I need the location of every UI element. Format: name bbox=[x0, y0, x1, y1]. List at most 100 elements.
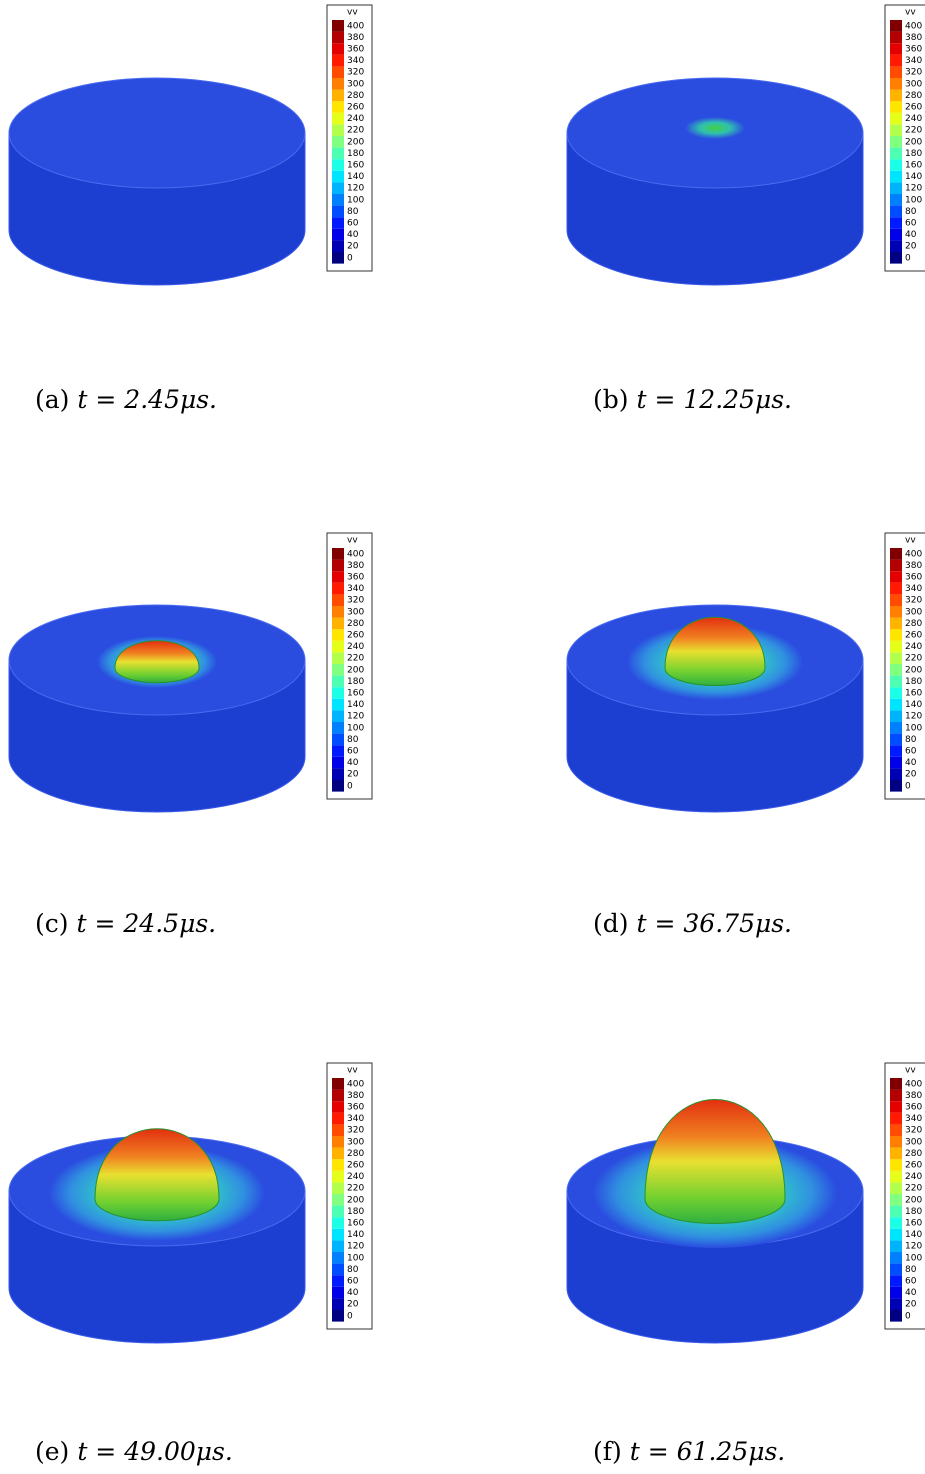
colorbar-title: vv bbox=[347, 8, 358, 18]
colorbar: vv02040608010012014016018020022024026028… bbox=[885, 1063, 925, 1329]
colorbar-swatch bbox=[890, 1090, 902, 1102]
colorbar-tick-label: 0 bbox=[347, 253, 353, 263]
colorbar-swatch bbox=[890, 664, 902, 676]
caption-expr: t = 36.75μs. bbox=[637, 909, 792, 938]
colorbar-tick-label: 20 bbox=[347, 242, 359, 252]
colorbar-swatch bbox=[332, 1298, 344, 1310]
colorbar-tick-label: 220 bbox=[347, 126, 364, 136]
colorbar-tick-label: 140 bbox=[905, 700, 922, 710]
panel: vv02040608010012014016018020022024026028… bbox=[567, 5, 925, 414]
colorbar-tick-label: 40 bbox=[347, 230, 359, 240]
colorbar-swatch bbox=[890, 1252, 902, 1264]
colorbar-swatch bbox=[890, 1148, 902, 1160]
colorbar-swatch bbox=[332, 618, 344, 630]
colorbar-swatch bbox=[332, 194, 344, 206]
colorbar-swatch bbox=[890, 1078, 902, 1090]
colorbar-tick-label: 260 bbox=[905, 103, 922, 113]
colorbar-tick-label: 280 bbox=[347, 619, 364, 629]
colorbar-swatch bbox=[332, 1264, 344, 1276]
colorbar-tick-label: 340 bbox=[347, 1114, 364, 1124]
colorbar-tick-label: 120 bbox=[347, 1242, 364, 1252]
colorbar-tick-label: 200 bbox=[905, 137, 922, 147]
colorbar-tick-label: 100 bbox=[347, 195, 364, 205]
colorbar-swatch bbox=[332, 1136, 344, 1148]
colorbar-swatch bbox=[890, 583, 902, 595]
colorbar-swatch bbox=[890, 652, 902, 664]
caption-label: (e) bbox=[35, 1437, 69, 1466]
colorbar-tick-label: 80 bbox=[347, 1265, 359, 1275]
colorbar-swatch bbox=[890, 159, 902, 171]
colorbar-swatch bbox=[332, 699, 344, 711]
colorbar-tick-label: 340 bbox=[347, 56, 364, 66]
colorbar-tick-label: 100 bbox=[347, 1253, 364, 1263]
colorbar-tick-label: 160 bbox=[905, 161, 922, 171]
colorbar-swatch bbox=[332, 32, 344, 44]
colorbar-swatch bbox=[890, 1264, 902, 1276]
colorbar-tick-label: 320 bbox=[905, 596, 922, 606]
colorbar-swatch bbox=[890, 606, 902, 618]
colorbar-swatch bbox=[332, 20, 344, 32]
colorbar-tick-label: 180 bbox=[905, 1207, 922, 1217]
colorbar-tick-label: 100 bbox=[347, 723, 364, 733]
colorbar-tick-label: 60 bbox=[347, 219, 359, 229]
colorbar-tick-label: 380 bbox=[905, 33, 922, 43]
colorbar-swatch bbox=[332, 687, 344, 699]
colorbar-tick-label: 180 bbox=[905, 149, 922, 159]
colorbar-tick-label: 220 bbox=[905, 126, 922, 136]
colorbar-tick-label: 360 bbox=[905, 573, 922, 583]
colorbar-swatch bbox=[332, 252, 344, 264]
colorbar-tick-label: 0 bbox=[905, 253, 911, 263]
colorbar-swatch bbox=[890, 1217, 902, 1229]
colorbar-tick-label: 80 bbox=[905, 735, 917, 745]
colorbar-tick-label: 280 bbox=[347, 1149, 364, 1159]
caption-expr: t = 12.25μs. bbox=[637, 385, 792, 414]
colorbar-tick-label: 340 bbox=[905, 584, 922, 594]
colorbar-swatch bbox=[332, 641, 344, 653]
colorbar-tick-label: 200 bbox=[347, 137, 364, 147]
colorbar-swatch bbox=[890, 710, 902, 722]
colorbar-tick-label: 0 bbox=[905, 781, 911, 791]
caption-label: (a) bbox=[35, 385, 69, 414]
colorbar-swatch bbox=[332, 629, 344, 641]
caption-expr: t = 24.5μs. bbox=[77, 909, 217, 938]
colorbar-swatch bbox=[332, 583, 344, 595]
colorbar-tick-label: 80 bbox=[347, 207, 359, 217]
colorbar-swatch bbox=[332, 1159, 344, 1171]
colorbar-swatch bbox=[332, 43, 344, 55]
colorbar-tick-label: 160 bbox=[347, 161, 364, 171]
colorbar-tick-label: 220 bbox=[905, 1184, 922, 1194]
colorbar-swatch bbox=[332, 1124, 344, 1136]
colorbar-swatch bbox=[332, 734, 344, 746]
colorbar-tick-label: 60 bbox=[347, 747, 359, 757]
colorbar-swatch bbox=[332, 1275, 344, 1287]
colorbar-tick-label: 120 bbox=[905, 712, 922, 722]
colorbar-tick-label: 300 bbox=[347, 1137, 364, 1147]
colorbar-tick-label: 400 bbox=[905, 549, 922, 559]
colorbar-swatch bbox=[332, 229, 344, 241]
colorbar-tick-label: 60 bbox=[905, 1277, 917, 1287]
colorbar-swatch bbox=[890, 1298, 902, 1310]
colorbar-tick-label: 60 bbox=[905, 747, 917, 757]
colorbar-swatch bbox=[890, 618, 902, 630]
colorbar-swatch bbox=[890, 745, 902, 757]
colorbar-tick-label: 240 bbox=[905, 1172, 922, 1182]
colorbar-swatch bbox=[890, 43, 902, 55]
colorbar-swatch bbox=[890, 66, 902, 78]
caption-label: (b) bbox=[593, 385, 629, 414]
colorbar-swatch bbox=[332, 768, 344, 780]
colorbar-title: vv bbox=[905, 536, 916, 546]
colorbar-swatch bbox=[890, 1287, 902, 1299]
colorbar-swatch bbox=[890, 571, 902, 583]
colorbar-tick-label: 0 bbox=[347, 781, 353, 791]
colorbar-tick-label: 400 bbox=[905, 1079, 922, 1089]
panel: vv02040608010012014016018020022024026028… bbox=[567, 533, 925, 938]
colorbar-tick-label: 260 bbox=[347, 1161, 364, 1171]
colorbar-swatch bbox=[890, 1275, 902, 1287]
colorbar: vv02040608010012014016018020022024026028… bbox=[327, 5, 372, 271]
colorbar-tick-label: 240 bbox=[905, 642, 922, 652]
colorbar-tick-label: 100 bbox=[905, 195, 922, 205]
colorbar-tick-label: 260 bbox=[347, 103, 364, 113]
colorbar-swatch bbox=[890, 182, 902, 194]
colorbar-tick-label: 140 bbox=[347, 1230, 364, 1240]
colorbar-swatch bbox=[890, 1194, 902, 1206]
